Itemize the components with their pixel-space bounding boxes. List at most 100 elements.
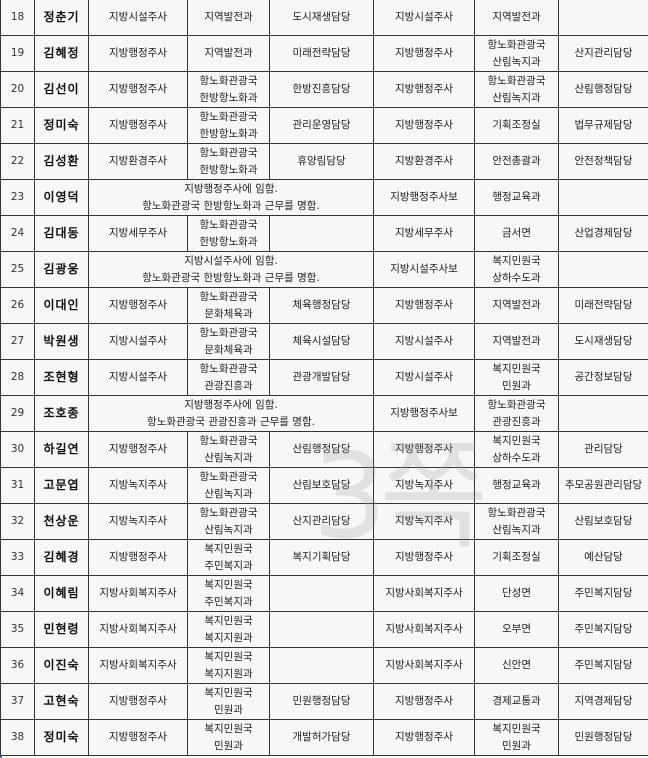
current-team: 휴양림담당 <box>269 143 374 180</box>
current-team <box>269 647 374 684</box>
row-number: 19 <box>0 35 35 72</box>
new-department: 항노화관광국 산림녹지과 <box>474 71 559 108</box>
current-department: 지역발전과 <box>187 35 270 72</box>
current-rank: 지방녹지주사 <box>88 467 188 504</box>
row-number: 31 <box>0 467 35 504</box>
current-department-line: 주민복지과 <box>204 559 253 572</box>
current-department: 항노화관광국 한방항노화과 <box>187 215 270 252</box>
employee-name: 정미숙 <box>34 719 89 756</box>
new-team: 산림보호담당 <box>558 503 648 540</box>
table-row: 30 하길연 지방행정주사 항노화관광국 산림녹지과 산림행정담당 지방행정주사 복지민원국 상… <box>0 431 648 468</box>
current-department-line: 항노화관광국 <box>199 74 258 87</box>
new-team <box>558 0 648 36</box>
new-department-line: 복지민원국 <box>492 722 541 735</box>
new-department-line: 복지민원국 <box>492 254 541 267</box>
current-department-line: 항노화관광국 <box>199 146 258 159</box>
appointment-note-line: 항노화관광국 한방항노화과 근무를 명함. <box>142 271 320 284</box>
current-rank: 지방행정주사 <box>88 71 188 108</box>
current-department: 항노화관광국 한방항노화과 <box>187 71 270 108</box>
new-department-line: 산림녹지과 <box>492 523 541 536</box>
appointment-note-line: 지방행정주사에 임함. <box>184 182 278 195</box>
new-department: 기획조정실 <box>474 539 559 576</box>
new-team <box>558 395 648 432</box>
current-department: 항노화관광국 산림녹지과 <box>187 503 270 540</box>
employee-name: 천상운 <box>34 503 89 540</box>
new-rank: 지방사회복지주사 <box>373 647 475 684</box>
new-team: 안전정책담당 <box>558 143 648 180</box>
new-rank: 지방사회복지주사 <box>373 611 475 648</box>
current-department-line: 복지민원국 <box>204 722 253 735</box>
table-row: 29 조호종 지방행정주사에 임함. 항노화관광국 관광진흥과 근무를 명함. 지방행정… <box>0 395 648 432</box>
current-department-line: 복지민원국 <box>204 578 253 591</box>
current-department-line: 복지민원국 <box>204 650 253 663</box>
new-rank: 지방녹지주사 <box>373 503 475 540</box>
current-department-line: 관광진흥과 <box>204 379 253 392</box>
new-department-line: 관광진흥과 <box>492 415 541 428</box>
new-rank: 지방시설주사 <box>373 359 475 396</box>
new-department: 오부면 <box>474 611 559 648</box>
current-department-line: 항노화관광국 <box>199 326 258 339</box>
new-rank: 지방녹지주사 <box>373 467 475 504</box>
row-number: 24 <box>0 215 35 252</box>
current-rank: 지방행정주사 <box>88 107 188 144</box>
current-department: 복지민원국 주민복지과 <box>187 539 270 576</box>
new-department-line: 경제교통과 <box>492 695 541 707</box>
table-row: 24 김대동 지방세무주사 항노화관광국 한방항노화과 지방세무주사 금서면 산업경제담당 <box>0 215 648 252</box>
table-row: 18 정춘기 지방시설주사 지역발전과 도시재생담당 지방시설주사 지역발전과 <box>0 0 648 36</box>
current-department-line: 산림녹지과 <box>204 487 253 500</box>
current-team: 관광개발담당 <box>269 359 374 396</box>
current-department: 항노화관광국 산림녹지과 <box>187 431 270 468</box>
table-row: 35 민현령 지방사회복지주사 복지민원국 복지지원과 지방사회복지주사 오부면 주민복지담당 <box>0 611 648 648</box>
row-number: 33 <box>0 539 35 576</box>
row-number: 26 <box>0 287 35 324</box>
new-team <box>558 179 648 216</box>
new-rank: 지방행정주사보 <box>373 395 475 432</box>
new-department: 지역발전과 <box>474 323 559 360</box>
current-team: 민원행정담당 <box>269 683 374 720</box>
new-rank: 지방행정주사보 <box>373 179 475 216</box>
current-department-line: 지역발전과 <box>204 47 253 59</box>
new-department: 복지민원국 민원과 <box>474 359 559 396</box>
current-rank: 지방사회복지주사 <box>88 611 188 648</box>
appointment-note-line: 지방행정주사에 임함. <box>184 398 278 411</box>
current-team: 관리운영담당 <box>269 107 374 144</box>
row-number: 35 <box>0 611 35 648</box>
current-department: 복지민원국 민원과 <box>187 683 270 720</box>
current-department-line: 주민복지과 <box>204 595 253 608</box>
current-rank: 지방시설주사 <box>88 0 188 36</box>
current-department-line: 복지민원국 <box>204 614 253 627</box>
new-rank: 지방행정주사 <box>373 719 475 756</box>
new-department-line: 오부면 <box>502 623 531 635</box>
row-number: 37 <box>0 683 35 720</box>
new-department-line: 민원과 <box>502 379 531 392</box>
current-team <box>269 575 374 612</box>
current-department-line: 지역발전과 <box>204 11 253 23</box>
new-department-line: 지역발전과 <box>492 335 541 347</box>
employee-name: 정미숙 <box>34 107 89 144</box>
new-department-line: 복지민원국 <box>492 434 541 447</box>
current-department-line: 산림녹지과 <box>204 523 253 536</box>
current-team: 산림보호담당 <box>269 467 374 504</box>
current-department-line: 항노화관광국 <box>199 362 258 375</box>
current-team <box>269 215 374 252</box>
current-department-line: 복지지원과 <box>204 667 253 680</box>
row-number: 20 <box>0 71 35 108</box>
new-rank: 지방행정주사 <box>373 431 475 468</box>
current-team: 산림행정담당 <box>269 431 374 468</box>
current-department-line: 문화체육과 <box>204 343 253 356</box>
current-department-line: 민원과 <box>214 703 243 716</box>
employee-name: 김성환 <box>34 143 89 180</box>
current-department-line: 항노화관광국 <box>199 470 258 483</box>
current-team: 한방진흥담당 <box>269 71 374 108</box>
new-team: 도시재생담당 <box>558 323 648 360</box>
new-department-line: 기획조정실 <box>492 551 541 563</box>
employee-name: 조현형 <box>34 359 89 396</box>
row-number: 32 <box>0 503 35 540</box>
new-department-line: 항노화관광국 <box>487 398 546 411</box>
row-number: 18 <box>0 0 35 36</box>
table-row: 21 정미숙 지방행정주사 항노화관광국 한방항노화과 관리운영담당 지방행정주사 기획조정실… <box>0 107 648 144</box>
table-row: 33 김혜경 지방행정주사 복지민원국 주민복지과 복지기획담당 지방행정주사 기획조정실 예산… <box>0 539 648 576</box>
new-department-line: 상하수도과 <box>492 451 541 464</box>
